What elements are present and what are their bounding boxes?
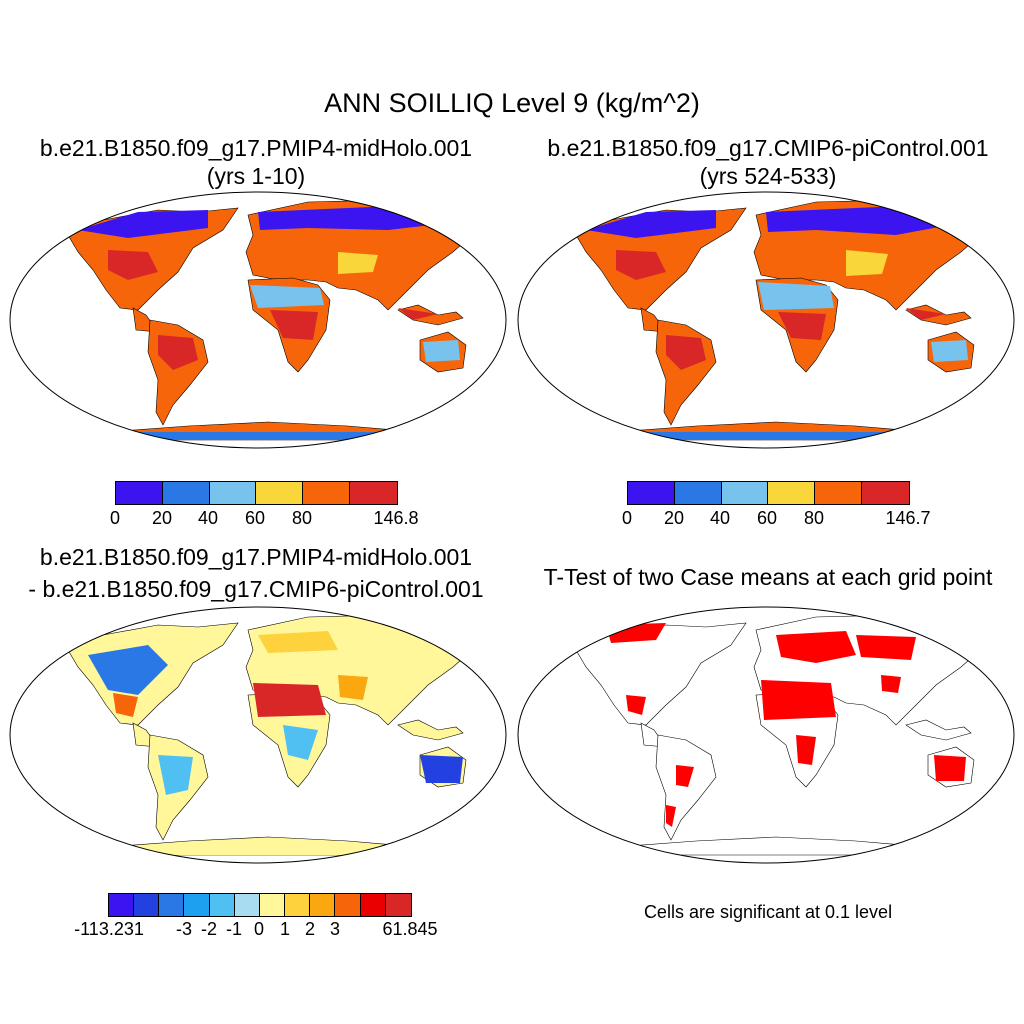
colorbar2-label: 20	[663, 508, 685, 528]
colorbar-swatch	[209, 894, 235, 916]
colorbar-difference	[108, 893, 412, 917]
panel1-title: b.e21.B1850.f09_g17.PMIP4-midHolo.001	[39, 135, 473, 161]
colorbar2-label: 0	[621, 508, 633, 528]
map-panel-picontrol	[517, 191, 1015, 449]
map-panel-ttest	[517, 606, 1015, 864]
colorbar3-label: -1	[225, 919, 243, 939]
colorbar2-label: 80	[803, 508, 825, 528]
colorbar3-label: 2	[304, 919, 316, 939]
colorbar-swatch	[209, 482, 257, 504]
colorbar3-label: 61.845	[382, 919, 438, 939]
colorbar-swatch	[134, 894, 160, 916]
figure-title: ANN SOILLIQ Level 9 (kg/m^2)	[324, 88, 700, 118]
colorbar-picontrol	[627, 481, 910, 505]
colorbar-swatch	[862, 482, 909, 504]
colorbar-swatch	[162, 482, 210, 504]
panel3-subtitle: - b.e21.B1850.f09_g17.CMIP6-piControl.00…	[28, 576, 484, 602]
colorbar-swatch	[109, 894, 135, 916]
colorbar-swatch	[628, 482, 675, 504]
colorbar-swatch	[360, 894, 386, 916]
colorbar-swatch	[303, 482, 351, 504]
map-panel-midholo	[9, 191, 507, 449]
colorbar1-label: 80	[291, 508, 313, 528]
map-panel-difference	[9, 606, 507, 864]
colorbar-swatch	[721, 482, 769, 504]
colorbar3-label: 0	[253, 919, 265, 939]
colorbar-swatch	[385, 894, 411, 916]
colorbar-swatch	[350, 482, 397, 504]
colorbar2-label: 60	[756, 508, 778, 528]
colorbar1-label: 146.8	[373, 508, 419, 528]
panel1-years: (yrs 1-10)	[206, 163, 306, 189]
colorbar-midholo	[115, 481, 398, 505]
colorbar-swatch	[116, 482, 163, 504]
colorbar1-label: 20	[151, 508, 173, 528]
colorbar3-label: 3	[329, 919, 341, 939]
colorbar-swatch	[674, 482, 722, 504]
colorbar-swatch	[335, 894, 361, 916]
panel4-title: T-Test of two Case means at each grid po…	[543, 564, 993, 590]
colorbar-swatch	[159, 894, 185, 916]
colorbar1-label: 60	[244, 508, 266, 528]
colorbar1-label: 40	[197, 508, 219, 528]
colorbar1-label: 0	[109, 508, 121, 528]
colorbar-swatch	[259, 894, 286, 916]
colorbar-swatch	[768, 482, 816, 504]
colorbar-swatch	[815, 482, 863, 504]
colorbar3-label: 1	[279, 919, 291, 939]
panel3-title: b.e21.B1850.f09_g17.PMIP4-midHolo.001	[39, 544, 473, 570]
panel2-years: (yrs 524-533)	[699, 163, 837, 189]
colorbar-swatch	[256, 482, 304, 504]
colorbar-swatch	[184, 894, 210, 916]
colorbar2-label: 146.7	[885, 508, 931, 528]
colorbar3-label: -3	[175, 919, 193, 939]
colorbar-swatch	[234, 894, 260, 916]
significance-note: Cells are significant at 0.1 level	[643, 902, 893, 922]
colorbar3-label: -2	[200, 919, 218, 939]
colorbar-swatch	[310, 894, 336, 916]
colorbar2-label: 40	[709, 508, 731, 528]
panel2-title: b.e21.B1850.f09_g17.CMIP6-piControl.001	[547, 135, 989, 161]
colorbar3-label: -113.231	[74, 919, 144, 939]
colorbar-swatch	[285, 894, 311, 916]
